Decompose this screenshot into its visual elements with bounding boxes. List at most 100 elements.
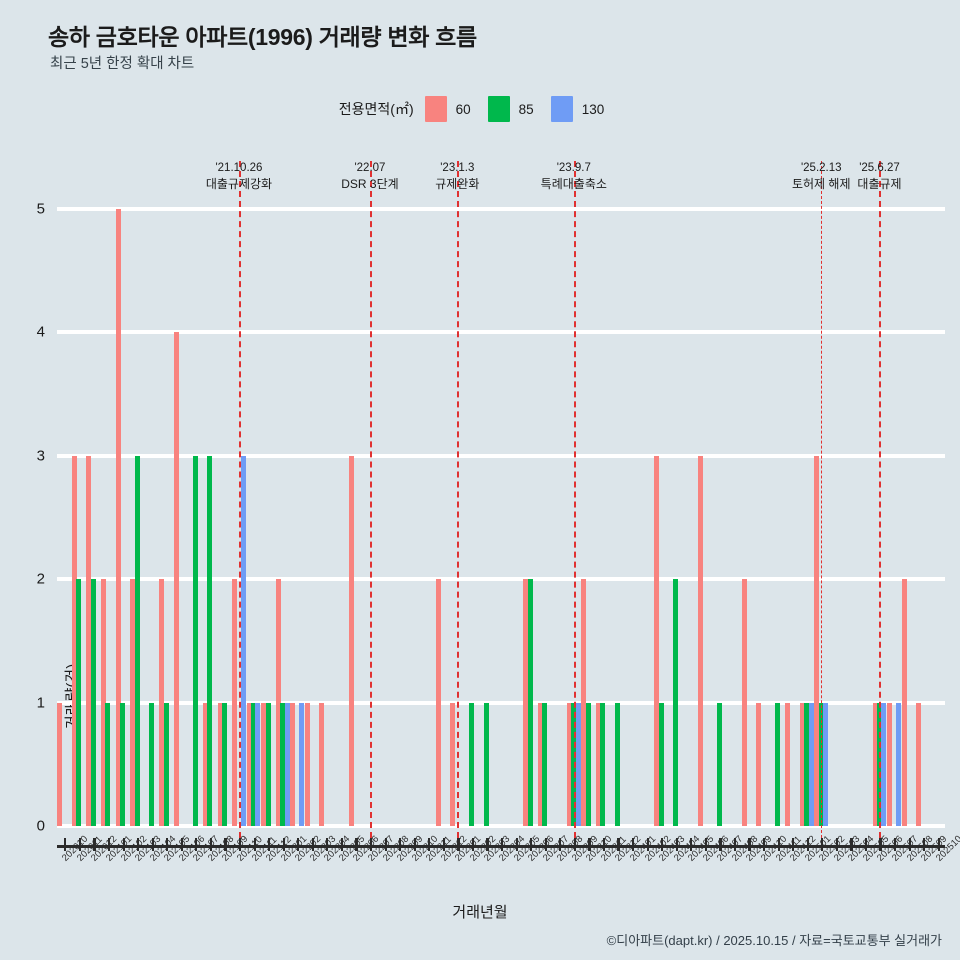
bar[interactable] xyxy=(823,702,829,826)
bar[interactable] xyxy=(192,455,198,826)
legend-item-60[interactable]: 60 xyxy=(424,96,471,122)
bar[interactable] xyxy=(697,455,703,826)
x-tick xyxy=(806,838,809,851)
bar[interactable] xyxy=(76,579,82,826)
bar[interactable] xyxy=(566,702,572,826)
bar[interactable] xyxy=(101,579,107,826)
bar[interactable] xyxy=(173,332,179,826)
bar[interactable] xyxy=(265,702,271,826)
bar[interactable] xyxy=(881,702,887,826)
bar[interactable] xyxy=(251,702,257,826)
x-tick xyxy=(369,838,373,851)
bar[interactable] xyxy=(673,579,679,826)
bar[interactable] xyxy=(240,455,246,826)
footer-credit: ©디아파트(dapt.kr) / 2025.10.15 / 자료=국토교통부 실… xyxy=(606,933,942,948)
bar[interactable] xyxy=(159,579,165,826)
legend-label: 60 xyxy=(455,101,471,117)
bar[interactable] xyxy=(596,702,601,826)
bar[interactable] xyxy=(284,702,290,826)
bar[interactable] xyxy=(450,702,456,826)
bar[interactable] xyxy=(319,702,325,826)
bar[interactable] xyxy=(575,702,581,826)
bar[interactable] xyxy=(469,702,475,826)
bar[interactable] xyxy=(299,702,305,826)
legend-item-130[interactable]: 130 xyxy=(550,96,604,122)
bar[interactable] xyxy=(280,702,286,826)
x-tick xyxy=(471,838,475,851)
bar[interactable] xyxy=(658,702,664,826)
x-tick xyxy=(282,838,285,851)
bar[interactable] xyxy=(872,702,878,826)
x-tick xyxy=(151,838,154,851)
bar[interactable] xyxy=(814,455,820,826)
bar[interactable] xyxy=(86,455,92,826)
bar[interactable] xyxy=(581,579,587,826)
x-tick xyxy=(894,838,897,851)
legend-item-85[interactable]: 85 xyxy=(487,96,534,122)
x-tick xyxy=(122,838,125,851)
bar[interactable] xyxy=(207,455,213,826)
bar[interactable] xyxy=(756,702,762,826)
bar[interactable] xyxy=(537,702,543,826)
bar[interactable] xyxy=(163,702,169,826)
bar[interactable] xyxy=(585,702,591,826)
bar[interactable] xyxy=(716,702,722,826)
x-tick xyxy=(486,838,489,851)
bar[interactable] xyxy=(105,702,111,826)
x-tick xyxy=(340,838,344,851)
x-tick xyxy=(835,838,838,851)
bar[interactable] xyxy=(600,702,606,826)
x-tick xyxy=(617,838,620,851)
bar[interactable] xyxy=(57,702,63,826)
x-tick xyxy=(923,838,926,851)
bar[interactable] xyxy=(741,579,747,826)
bar[interactable] xyxy=(246,702,252,826)
bar[interactable] xyxy=(614,702,620,826)
bar[interactable] xyxy=(775,702,781,826)
bar[interactable] xyxy=(523,579,529,826)
x-tick xyxy=(501,838,504,851)
bar[interactable] xyxy=(542,702,548,826)
event-line-202207 xyxy=(369,161,372,838)
bar[interactable] xyxy=(804,702,810,826)
bar[interactable] xyxy=(654,455,660,826)
bar[interactable] xyxy=(808,702,814,826)
bar[interactable] xyxy=(275,579,281,826)
bar[interactable] xyxy=(221,702,227,826)
bar[interactable] xyxy=(901,579,907,826)
bar[interactable] xyxy=(71,455,77,826)
bar[interactable] xyxy=(202,702,208,826)
bar[interactable] xyxy=(895,702,901,826)
gridline-4 xyxy=(57,330,945,335)
x-tick xyxy=(195,838,198,851)
bar[interactable] xyxy=(785,702,791,826)
bar[interactable] xyxy=(348,455,354,826)
bar[interactable] xyxy=(887,702,893,826)
bar[interactable] xyxy=(90,579,96,826)
bar[interactable] xyxy=(304,702,310,826)
event-line-202309 xyxy=(573,161,576,838)
bar[interactable] xyxy=(120,702,125,826)
bar[interactable] xyxy=(217,702,223,826)
bar[interactable] xyxy=(435,579,441,826)
event-name: 규제완화 xyxy=(435,177,480,191)
bar[interactable] xyxy=(527,579,533,826)
legend-label: 85 xyxy=(518,101,534,117)
bar[interactable] xyxy=(483,702,489,826)
bar[interactable] xyxy=(232,579,238,826)
bar[interactable] xyxy=(799,702,805,826)
bar[interactable] xyxy=(130,579,136,826)
bar[interactable] xyxy=(916,702,922,826)
legend-swatch-icon-60 xyxy=(424,96,447,122)
bar[interactable] xyxy=(115,209,121,826)
bar[interactable] xyxy=(290,702,296,826)
x-axis-title: 거래년월 xyxy=(452,904,508,921)
x-tick xyxy=(93,838,96,851)
x-tick xyxy=(937,838,940,851)
event-label-202207: '22.07 DSR 3단계 xyxy=(341,160,398,192)
bar[interactable] xyxy=(149,702,155,826)
bar[interactable] xyxy=(134,455,140,826)
event-name: 대출규제 xyxy=(857,177,902,191)
bar[interactable] xyxy=(255,702,261,826)
bar[interactable] xyxy=(261,702,267,826)
